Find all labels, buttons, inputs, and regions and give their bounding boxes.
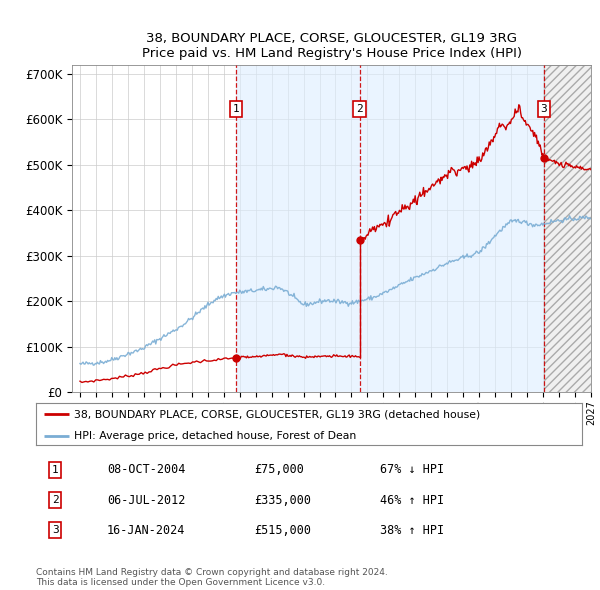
Text: £75,000: £75,000 — [254, 463, 304, 476]
Text: 16-JAN-2024: 16-JAN-2024 — [107, 524, 185, 537]
Text: HPI: Average price, detached house, Forest of Dean: HPI: Average price, detached house, Fore… — [74, 431, 356, 441]
Text: £515,000: £515,000 — [254, 524, 311, 537]
Text: 38, BOUNDARY PLACE, CORSE, GLOUCESTER, GL19 3RG (detached house): 38, BOUNDARY PLACE, CORSE, GLOUCESTER, G… — [74, 409, 481, 419]
Text: 2: 2 — [356, 104, 363, 114]
Text: 46% ↑ HPI: 46% ↑ HPI — [380, 493, 444, 507]
Text: 1: 1 — [233, 104, 239, 114]
Bar — [236, 65, 544, 392]
Text: 3: 3 — [52, 525, 58, 535]
Title: 38, BOUNDARY PLACE, CORSE, GLOUCESTER, GL19 3RG
Price paid vs. HM Land Registry': 38, BOUNDARY PLACE, CORSE, GLOUCESTER, G… — [142, 32, 521, 60]
Bar — [544, 65, 599, 392]
Text: 2: 2 — [52, 495, 58, 505]
Text: 67% ↓ HPI: 67% ↓ HPI — [380, 463, 444, 476]
Bar — [544, 65, 599, 392]
Text: 08-OCT-2004: 08-OCT-2004 — [107, 463, 185, 476]
Text: Contains HM Land Registry data © Crown copyright and database right 2024.
This d: Contains HM Land Registry data © Crown c… — [36, 568, 388, 587]
Text: 06-JUL-2012: 06-JUL-2012 — [107, 493, 185, 507]
Text: 3: 3 — [541, 104, 547, 114]
Text: 1: 1 — [52, 465, 58, 475]
Text: £335,000: £335,000 — [254, 493, 311, 507]
Text: 38% ↑ HPI: 38% ↑ HPI — [380, 524, 444, 537]
